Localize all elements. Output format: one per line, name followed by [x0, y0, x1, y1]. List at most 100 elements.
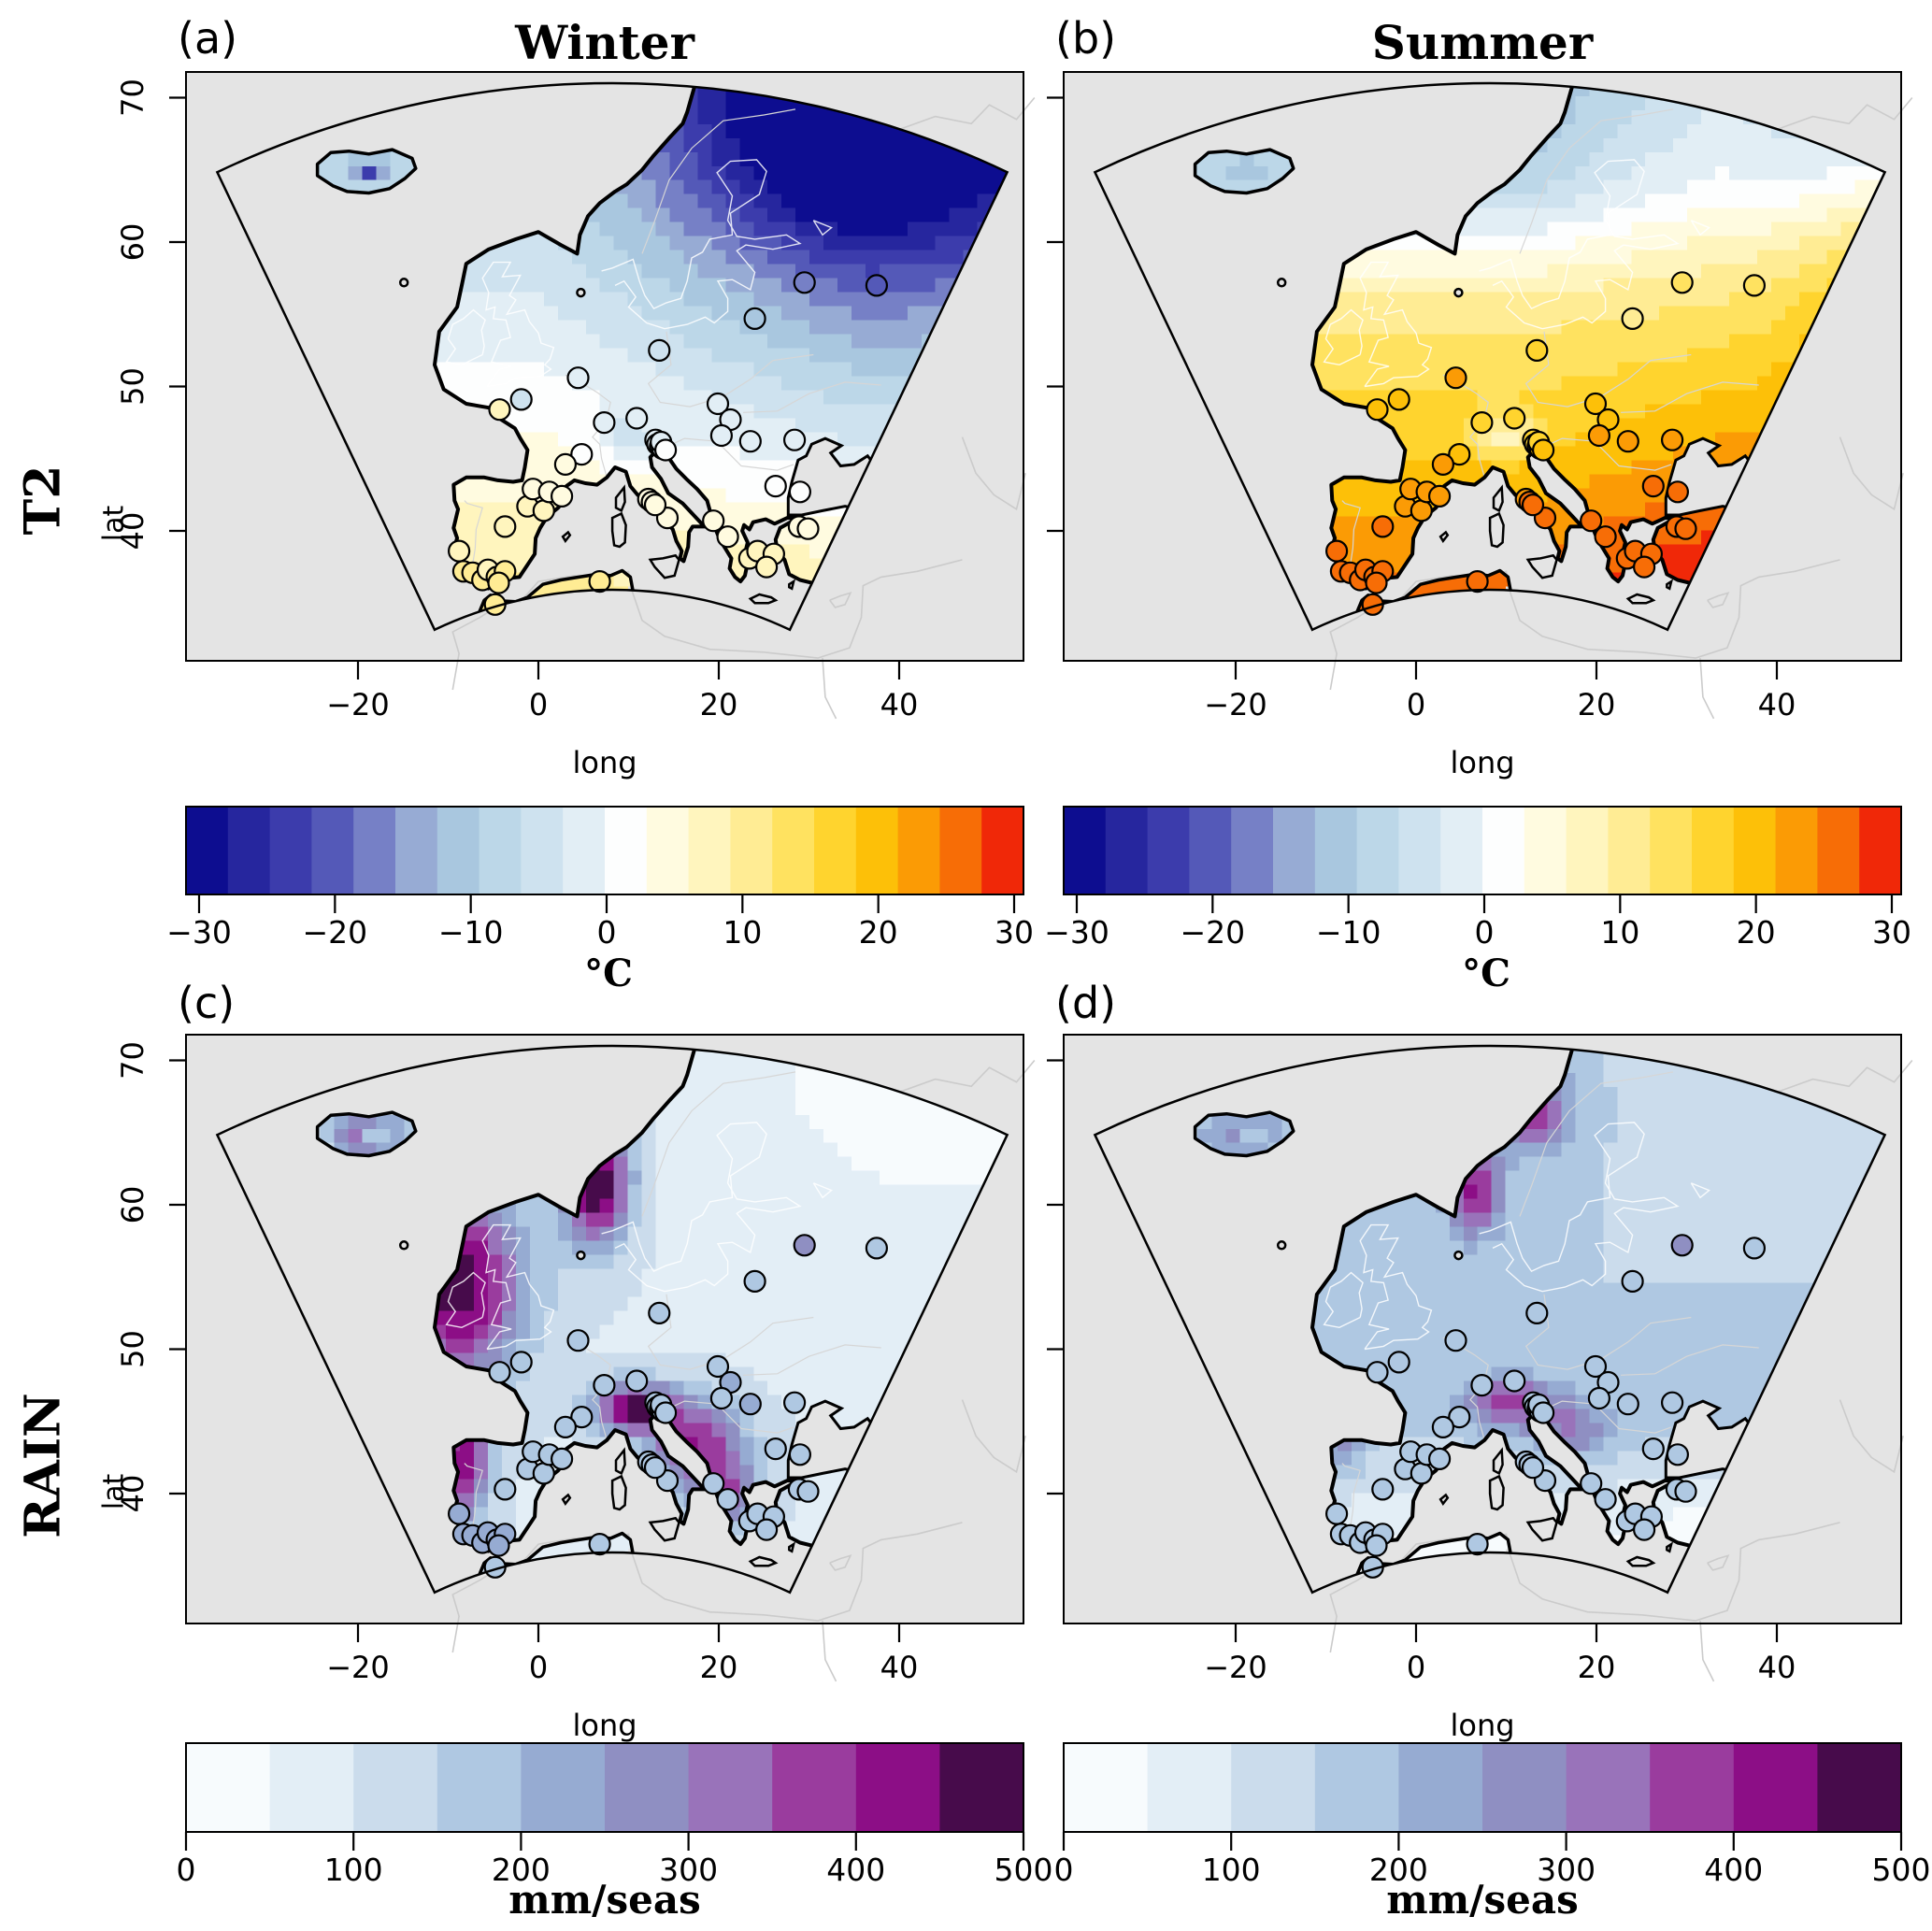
grid-cell	[1603, 320, 1618, 335]
grid-cell	[725, 390, 740, 405]
grid-cell	[1701, 334, 1716, 349]
grid-cell	[1742, 123, 1758, 138]
grid-cell	[1659, 306, 1674, 321]
grid-cell	[893, 278, 908, 293]
grid-cell	[1505, 390, 1520, 405]
grid-cell	[1715, 292, 1730, 307]
grid-cell	[1687, 250, 1702, 265]
grid-cell	[1408, 320, 1423, 335]
grid-cell	[837, 250, 852, 265]
grid-cell	[613, 306, 628, 321]
grid-cell	[474, 1352, 489, 1367]
ghost-coastline	[829, 1554, 852, 1571]
grid-cell	[1408, 404, 1423, 419]
grid-cell	[683, 264, 698, 279]
grid-cell	[488, 306, 503, 321]
grid-cell	[1798, 278, 1813, 293]
grid-cell	[725, 488, 740, 503]
grid-cell	[1770, 137, 1785, 152]
grid-cell	[683, 446, 698, 461]
grid-cell	[767, 446, 782, 461]
grid-cell	[1519, 193, 1534, 208]
grid-cell	[1408, 460, 1423, 475]
grid-cell	[711, 264, 726, 279]
grid-cell	[753, 390, 768, 405]
grid-cell	[488, 1226, 503, 1241]
grid-cell	[1715, 193, 1730, 208]
grid-cell	[1673, 250, 1688, 265]
grid-cell	[1812, 179, 1827, 194]
grid-cell	[1366, 488, 1381, 503]
grid-cell	[852, 320, 866, 335]
grid-cell	[1575, 151, 1590, 166]
grid-cell	[767, 123, 782, 138]
station-marker	[570, 443, 594, 466]
grid-cell	[1826, 207, 1841, 222]
grid-cell	[907, 334, 922, 349]
grid-cell	[460, 362, 475, 377]
grid-cell	[1798, 236, 1813, 250]
grid-cell	[516, 1240, 531, 1255]
grid-cell	[753, 264, 768, 279]
grid-cell	[655, 278, 670, 293]
grid-cell	[1589, 320, 1604, 335]
grid-cell	[1477, 292, 1492, 307]
grid-cell	[949, 179, 964, 194]
grid-cell	[502, 502, 517, 517]
grid-cell	[753, 95, 768, 110]
grid-cell	[893, 250, 908, 265]
grid-cell	[1505, 320, 1520, 335]
grid-cell	[1324, 320, 1338, 335]
grid-cell	[1645, 123, 1660, 138]
grid-cell	[935, 165, 950, 180]
grid-cell	[921, 250, 936, 265]
country-border	[1519, 108, 1674, 254]
grid-cell	[1338, 306, 1352, 321]
station-marker	[625, 407, 649, 430]
grid-cell	[1603, 306, 1618, 321]
grid-cell	[697, 278, 712, 293]
grid-cell	[1687, 348, 1702, 363]
grid-cell	[795, 109, 810, 124]
grid-cell	[907, 207, 922, 222]
grid-cell	[753, 334, 768, 349]
y-tick-label: 40	[115, 512, 150, 551]
grid-cell	[1659, 390, 1674, 405]
coastline	[1479, 159, 1680, 330]
grid-cell	[474, 320, 489, 335]
grid-cell	[697, 165, 712, 180]
grid-cell	[1701, 137, 1716, 152]
grid-cell	[1575, 264, 1590, 279]
grid-cell	[1673, 222, 1688, 236]
grid-cell	[795, 348, 810, 363]
grid-cell	[1505, 362, 1520, 377]
station-marker	[1448, 443, 1471, 466]
grid-cell	[1729, 334, 1744, 349]
grid-cell	[1575, 123, 1590, 138]
grid-cell	[488, 348, 503, 363]
grid-cell	[753, 151, 768, 166]
grid-cell	[1533, 362, 1548, 377]
grid-cell	[585, 222, 600, 236]
grid-cell	[585, 432, 600, 447]
grid-cell	[893, 292, 908, 307]
grid-cell	[697, 193, 712, 208]
grid-cell	[543, 418, 559, 433]
grid-cell	[1659, 292, 1674, 307]
grid-cell	[1352, 502, 1367, 517]
grid-cell	[739, 502, 754, 517]
grid-cell	[1603, 376, 1618, 391]
grid-cell	[1561, 236, 1576, 250]
grid-cell	[795, 222, 810, 236]
grid-cell	[739, 123, 754, 138]
grid-cell	[809, 376, 824, 391]
grid-cell	[1770, 222, 1785, 236]
grid-cell	[697, 306, 712, 321]
grid-cell	[1729, 390, 1744, 405]
grid-cell	[683, 292, 698, 307]
grid-cell	[1253, 165, 1268, 180]
grid-cell	[627, 460, 642, 475]
x-axis-label-a: long	[572, 745, 637, 780]
grid-cell	[516, 418, 531, 433]
grid-cell	[753, 362, 768, 377]
